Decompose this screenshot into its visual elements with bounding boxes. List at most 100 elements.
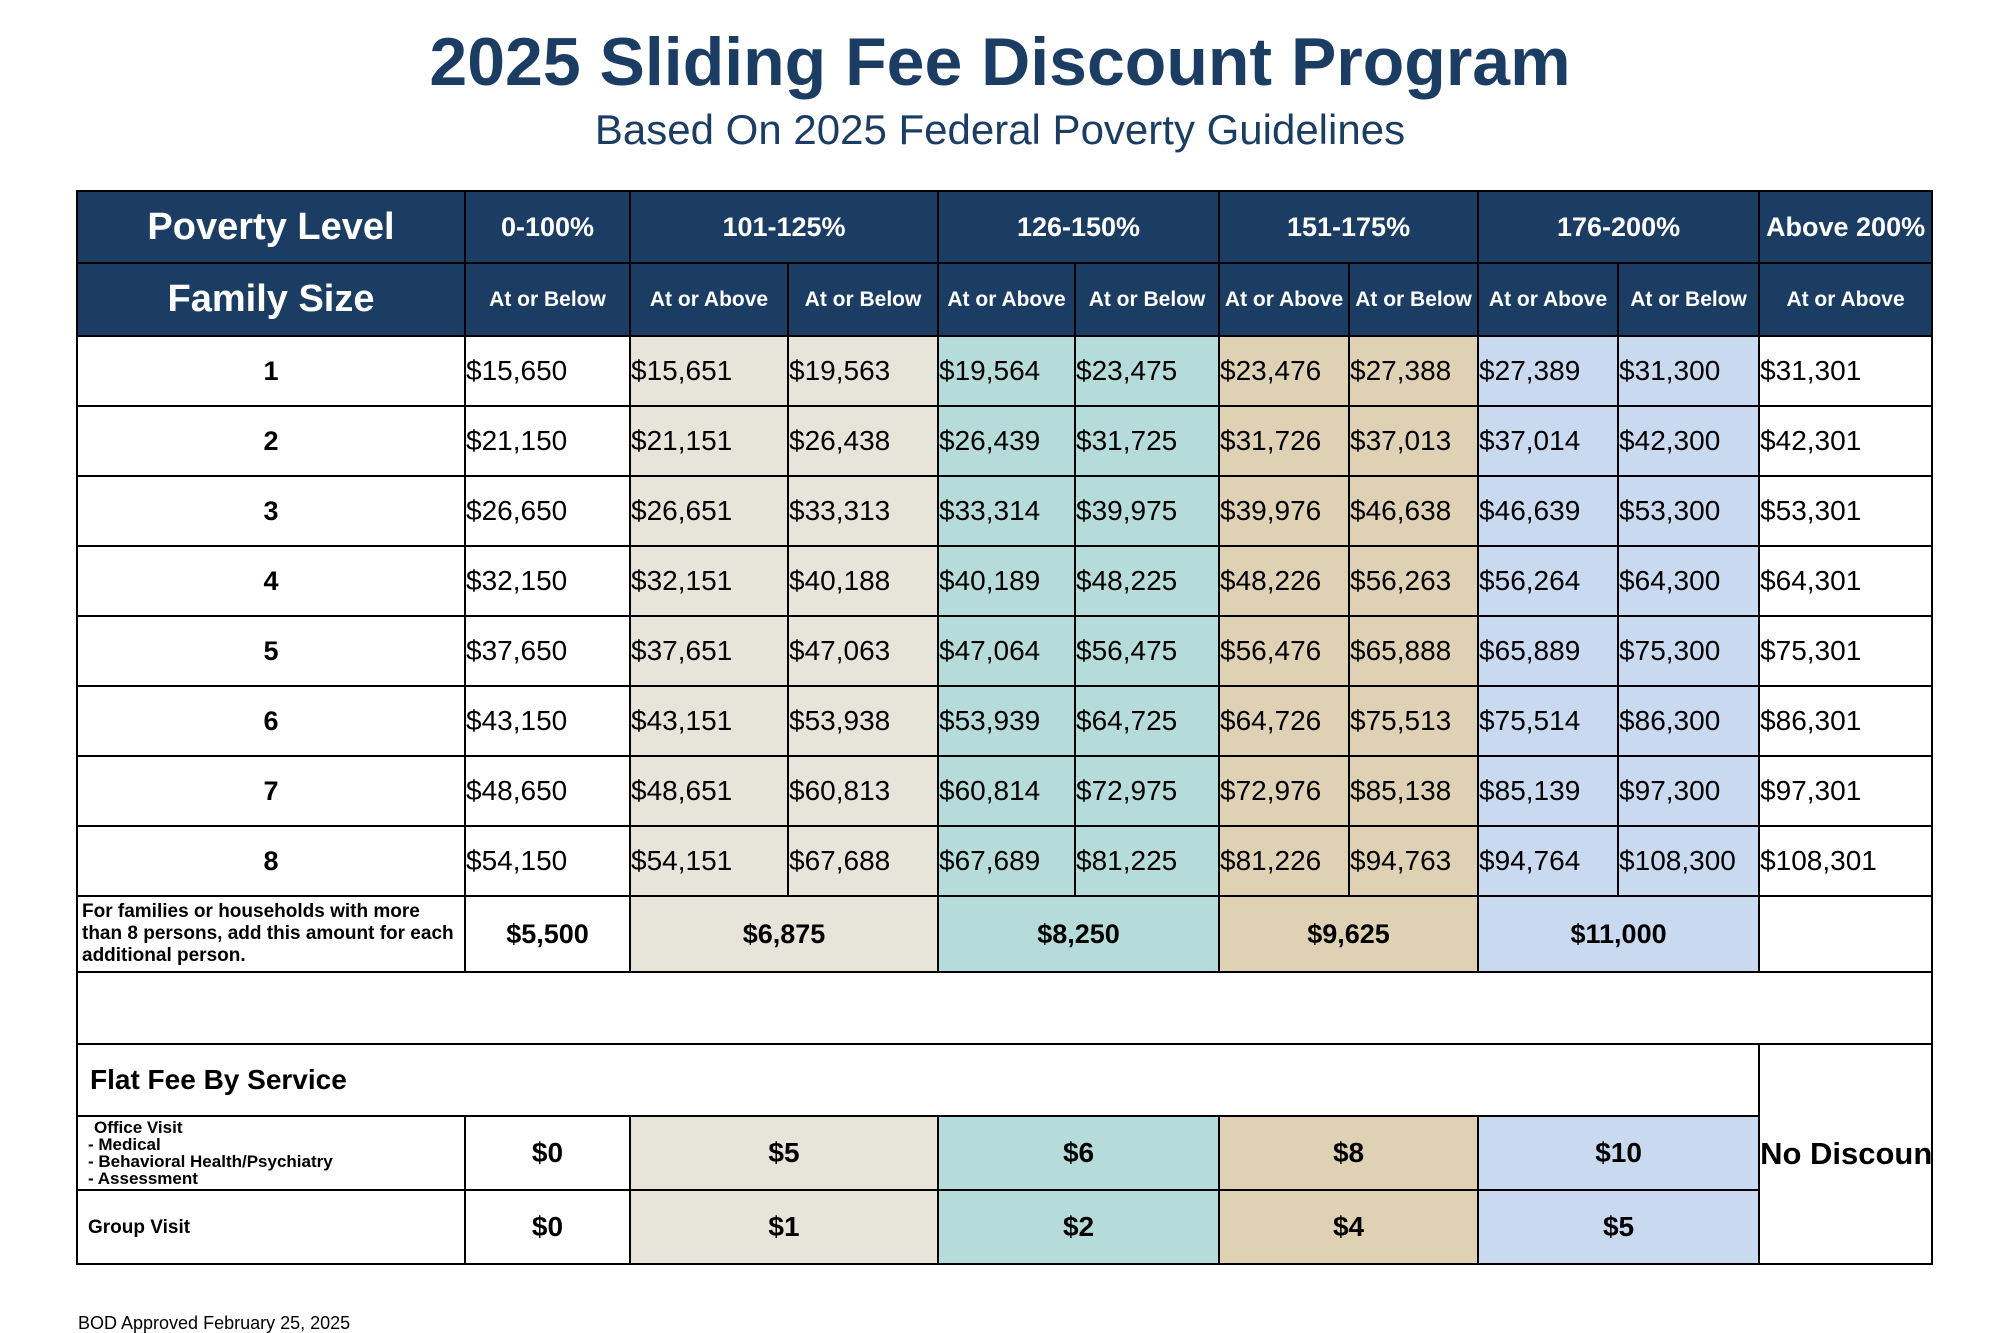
income-cell: $53,300 <box>1617 475 1761 547</box>
income-cell: $42,301 <box>1758 405 1934 477</box>
office-visit-fee: $5 <box>628 1115 940 1191</box>
income-cell: $85,139 <box>1477 755 1620 827</box>
approval-footer: BOD Approved February 25, 2025 <box>78 1313 351 1333</box>
group-visit-fee: $2 <box>937 1189 1221 1265</box>
income-cell: $72,975 <box>1074 755 1221 827</box>
income-cell: $27,389 <box>1477 335 1620 407</box>
income-cell: $64,726 <box>1218 685 1351 757</box>
spacer-row <box>75 971 1934 1045</box>
income-cell: $86,300 <box>1617 685 1761 757</box>
group-visit-label: Group Visit <box>76 1189 466 1265</box>
income-cell: $94,763 <box>1348 825 1480 897</box>
income-cell: $56,475 <box>1074 615 1221 687</box>
family-size-header-row: Family Size At or Below At or Above At o… <box>76 262 1934 337</box>
sliding-fee-table: Poverty Level 0-100% 101-125% 126-150% 1… <box>75 190 1934 1265</box>
income-cell: $54,151 <box>629 825 789 897</box>
office-visit-row: Office Visit - Medical - Behavioral Heal… <box>76 1115 1932 1191</box>
income-cell: $21,151 <box>629 405 789 477</box>
income-cell: $15,650 <box>464 335 631 407</box>
income-cell: $86,301 <box>1758 685 1934 757</box>
income-cell: $26,651 <box>629 475 789 547</box>
office-visit-fee: $10 <box>1477 1115 1761 1191</box>
income-cell: $40,189 <box>937 545 1077 617</box>
income-cell: $23,476 <box>1218 335 1351 407</box>
office-visit-item: - Behavioral Health/Psychiatry <box>88 1152 333 1171</box>
income-cell: $64,301 <box>1758 545 1934 617</box>
income-cell: $21,150 <box>464 405 631 477</box>
additional-amount: $5,500 <box>464 895 631 973</box>
income-cell: $56,476 <box>1218 615 1351 687</box>
bound-header: At or Above <box>1477 262 1620 337</box>
income-cell: $75,301 <box>1758 615 1934 687</box>
bound-header: At or Below <box>1074 262 1221 337</box>
group-visit-fee: $4 <box>1218 1189 1480 1265</box>
income-cell: $42,300 <box>1617 405 1761 477</box>
income-cell: $37,651 <box>629 615 789 687</box>
additional-amount: $6,875 <box>628 895 940 973</box>
income-cell: $37,650 <box>464 615 631 687</box>
income-cell: $53,301 <box>1758 475 1934 547</box>
income-cell: $32,151 <box>629 545 789 617</box>
family-size-cell: 4 <box>76 545 466 617</box>
income-cell: $26,650 <box>464 475 631 547</box>
bound-header: At or Below <box>1348 262 1480 337</box>
income-cell: $97,300 <box>1617 755 1761 827</box>
income-cell: $48,226 <box>1218 545 1351 617</box>
additional-amount: $8,250 <box>937 895 1221 973</box>
table-row: 4 $32,150 $32,151 $40,188 $40,189 $48,225 $48,… <box>76 545 1934 617</box>
income-cell: $53,938 <box>786 685 940 757</box>
family-size-cell: 8 <box>76 825 466 897</box>
income-cell: $48,225 <box>1074 545 1221 617</box>
income-cell: $23,475 <box>1074 335 1221 407</box>
group-visit-fee: $0 <box>464 1189 631 1265</box>
poverty-level-header-row: Poverty Level 0-100% 101-125% 126-150% 1… <box>76 190 1934 264</box>
office-visit-item: - Assessment <box>88 1169 198 1188</box>
income-cell: $48,650 <box>464 755 631 827</box>
family-size-cell: 7 <box>76 755 466 827</box>
table-row: 8 $54,150 $54,151 $67,688 $67,689 $81,225 $81,… <box>76 825 1934 897</box>
income-cell: $56,263 <box>1348 545 1480 617</box>
office-visit-title: Office Visit <box>94 1118 183 1137</box>
office-visit-label: Office Visit - Medical - Behavioral Heal… <box>76 1115 466 1191</box>
income-cell: $31,726 <box>1218 405 1351 477</box>
additional-person-note: For families or households with more tha… <box>76 895 466 973</box>
office-visit-fee: $0 <box>464 1115 631 1191</box>
family-size-label: Family Size <box>76 262 466 337</box>
income-cell: $65,888 <box>1348 615 1480 687</box>
table-row: 6 $43,150 $43,151 $53,938 $53,939 $64,725 $64,… <box>76 685 1934 757</box>
table-row: 7 $48,650 $48,651 $60,813 $60,814 $72,975 $72,… <box>76 755 1934 827</box>
income-cell: $43,150 <box>464 685 631 757</box>
income-cell: $54,150 <box>464 825 631 897</box>
income-cell: $37,013 <box>1348 405 1480 477</box>
bound-header: At or Below <box>464 262 631 337</box>
income-cell: $85,138 <box>1348 755 1480 827</box>
income-cell: $27,388 <box>1348 335 1480 407</box>
bound-header: At or Above <box>629 262 789 337</box>
income-cell: $75,300 <box>1617 615 1761 687</box>
income-cell: $26,438 <box>786 405 940 477</box>
income-cell: $81,225 <box>1074 825 1221 897</box>
additional-amount-empty <box>1758 895 1934 973</box>
family-size-cell: 5 <box>76 615 466 687</box>
group-visit-fee: $5 <box>1477 1189 1761 1265</box>
income-cell: $48,651 <box>629 755 789 827</box>
page-title: 2025 Sliding Fee Discount Program <box>429 24 1571 100</box>
income-cell: $97,301 <box>1758 755 1934 827</box>
income-cell: $19,563 <box>786 335 940 407</box>
spacer-cell <box>75 971 1934 1045</box>
additional-amount: $9,625 <box>1218 895 1480 973</box>
income-cell: $60,813 <box>786 755 940 827</box>
additional-person-row: For families or households with more tha… <box>76 895 1934 973</box>
income-cell: $72,976 <box>1218 755 1351 827</box>
income-cell: $46,639 <box>1477 475 1620 547</box>
table-row: 3 $26,650 $26,651 $33,313 $33,314 $39,975 $39,… <box>76 475 1934 547</box>
income-cell: $64,300 <box>1617 545 1761 617</box>
level-header: 126-150% <box>937 190 1221 264</box>
flat-fee-header-row: Flat Fee By Service No Discount <box>75 1043 1934 1265</box>
level-header: 151-175% <box>1218 190 1480 264</box>
income-cell: $94,764 <box>1477 825 1620 897</box>
family-size-cell: 3 <box>76 475 466 547</box>
level-header: 0-100% <box>464 190 631 264</box>
office-visit-fee: $8 <box>1218 1115 1480 1191</box>
income-cell: $47,064 <box>937 615 1077 687</box>
